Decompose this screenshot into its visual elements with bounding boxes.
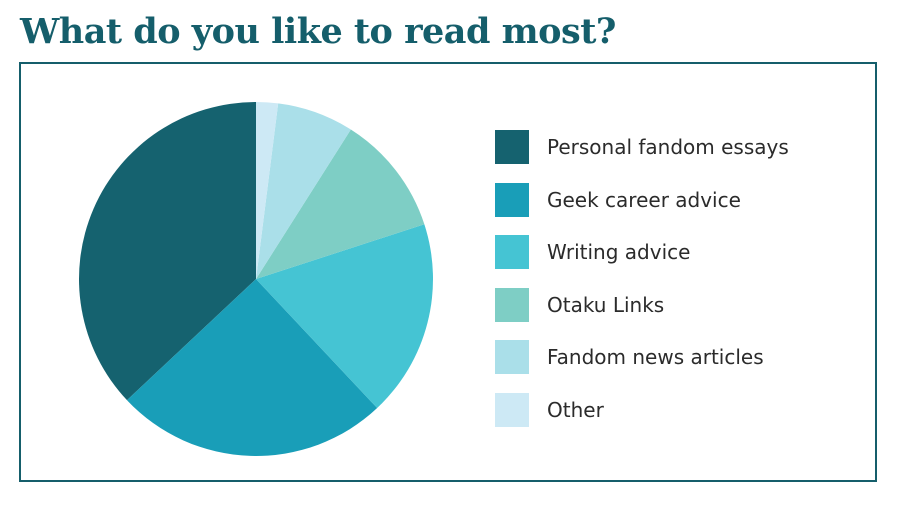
legend-label: Geek career advice [547, 187, 741, 212]
pie-slice-geek-career-advice [126, 279, 378, 456]
pie-slice-personal-fandom-essays [79, 102, 256, 401]
legend-swatch [495, 392, 529, 427]
pie-slice-writing-advice [256, 224, 434, 409]
legend-item: Other [495, 392, 789, 427]
legend-label: Personal fandom essays [547, 135, 789, 159]
pie-slice-other [256, 102, 279, 279]
legend-swatch [495, 235, 529, 269]
legend-swatch [495, 340, 529, 374]
chart-title: What do you like to read most? [20, 11, 616, 52]
legend-swatch [495, 182, 529, 217]
legend-label: Other [547, 397, 604, 422]
legend-item: Fandom news articles [495, 340, 789, 374]
legend-swatch [495, 130, 529, 164]
legend-swatch [495, 287, 529, 322]
chart-legend: Personal fandom essays Geek career advice… [495, 130, 789, 445]
chart-frame [19, 62, 877, 482]
legend-item: Personal fandom essays [495, 130, 789, 164]
legend-label: Otaku Links [547, 292, 665, 317]
legend-item: Otaku Links [495, 287, 789, 322]
legend-label: Fandom news articles [547, 345, 764, 369]
legend-label: Writing advice [547, 240, 691, 264]
pie-slice-otaku-links [256, 129, 425, 279]
legend-item: Geek career advice [495, 182, 789, 217]
legend-item: Writing advice [495, 235, 789, 269]
pie-slice-fandom-news-articles [256, 103, 351, 280]
